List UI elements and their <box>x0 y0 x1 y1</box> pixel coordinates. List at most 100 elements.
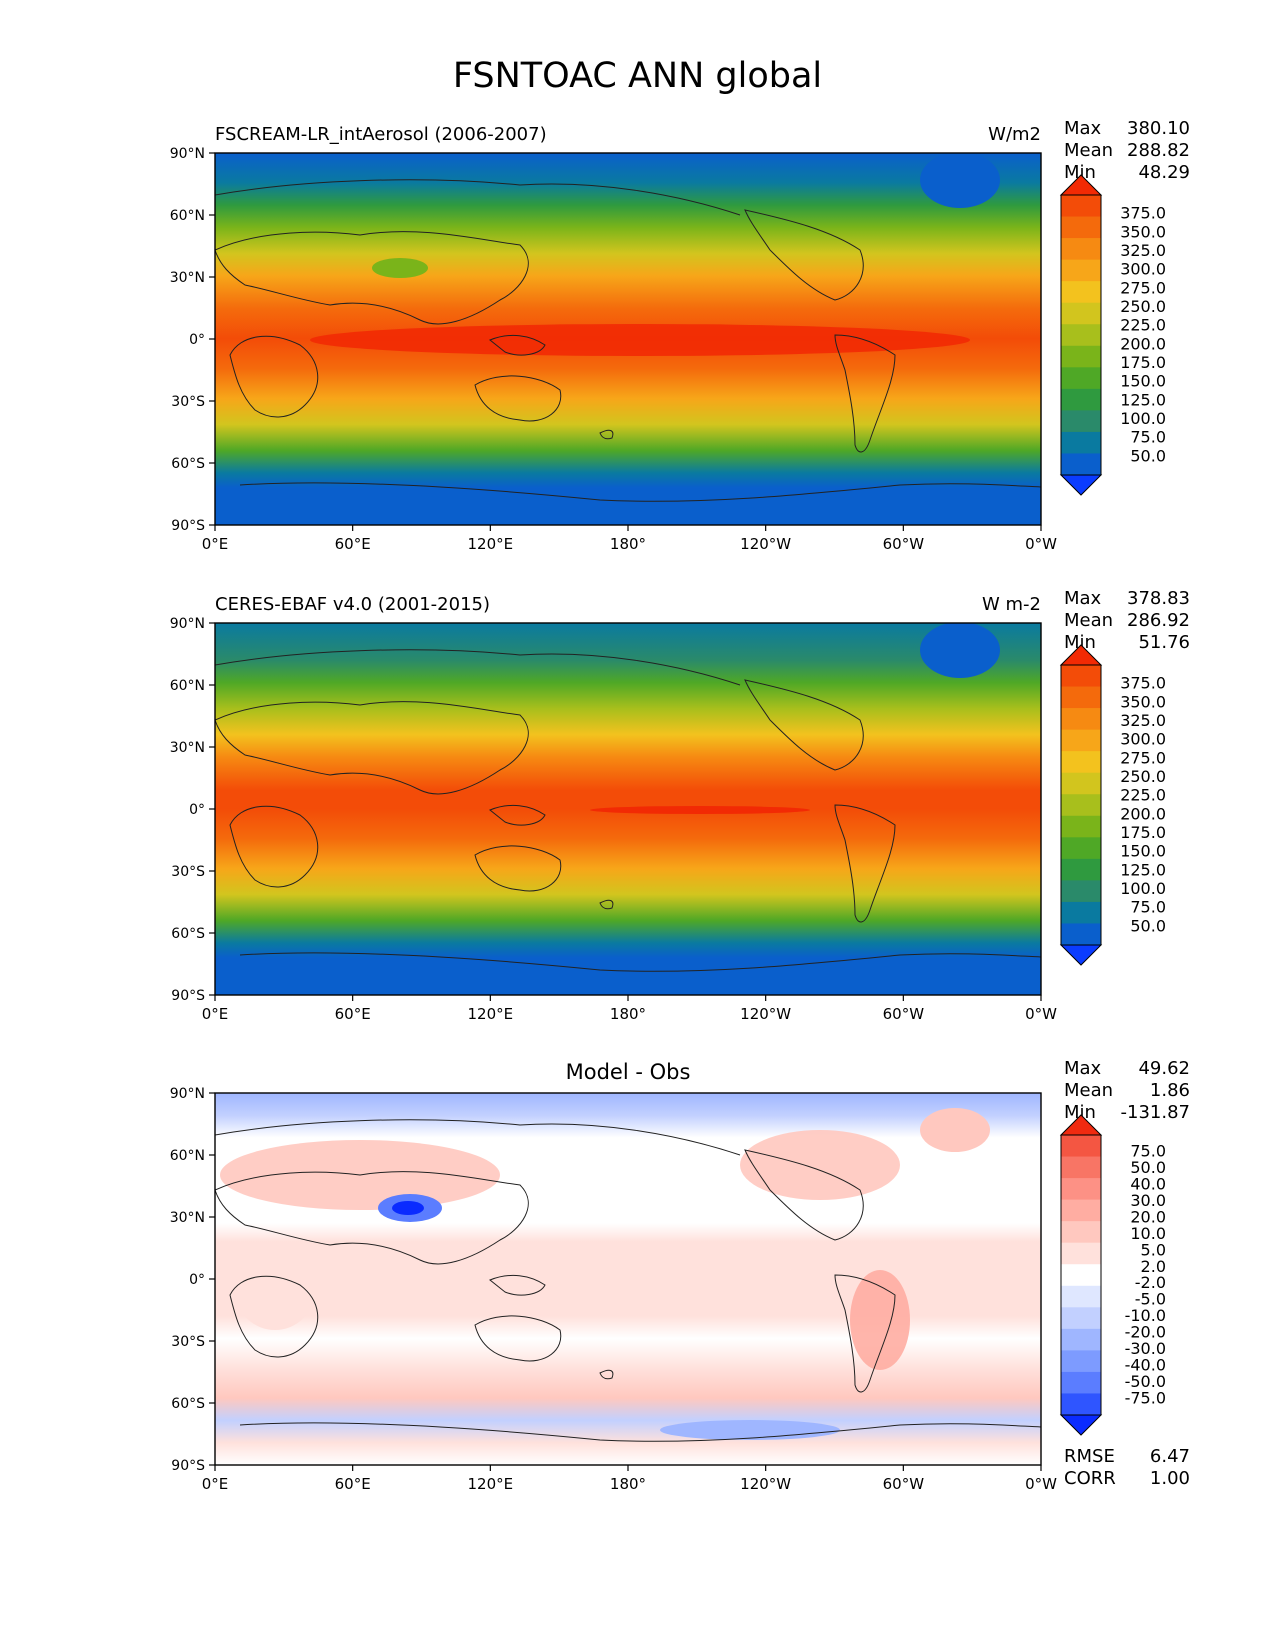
colorbar-label: -40.0 <box>1125 1356 1166 1375</box>
x-tick-label: 0°E <box>202 1475 229 1493</box>
y-tick-label: 90°N <box>170 1086 205 1102</box>
coastlines <box>215 1119 1041 1442</box>
x-tick-label: 0°W <box>1025 1475 1057 1493</box>
stat-max-value: 378.83 <box>1127 588 1190 609</box>
colorbar-label: 250.0 <box>1120 297 1166 316</box>
y-tick-label: 30°N <box>170 740 205 756</box>
x-tick-label: 60°W <box>883 1005 925 1023</box>
tropical-band <box>310 324 970 356</box>
colorbar-label: -10.0 <box>1125 1306 1166 1325</box>
colorbar-label: 50.0 <box>1130 446 1166 465</box>
colorbar-segment <box>1061 281 1101 304</box>
stat-rmse-label: RMSE <box>1064 1446 1115 1467</box>
stat-mean-label: Mean <box>1064 140 1114 161</box>
tibet-region <box>372 258 428 278</box>
y-tick-label: 90°N <box>170 616 205 632</box>
x-tick-label: 0°W <box>1025 1005 1057 1023</box>
panel-1-stats: Max 380.10 Mean 288.82 Min 48.29 <box>1064 118 1190 184</box>
y-tick-label: 30°N <box>170 270 205 286</box>
colorbar-label: 20.0 <box>1130 1207 1166 1226</box>
colorbar-extend-max <box>1059 1114 1103 1136</box>
colorbar-label: -30.0 <box>1125 1339 1166 1358</box>
colorbar-label: 350.0 <box>1120 222 1166 241</box>
colorbar-label: 200.0 <box>1120 804 1166 823</box>
colorbar-segment <box>1061 815 1101 838</box>
north-america-positive-region <box>740 1130 900 1200</box>
colorbar-segment <box>1061 238 1101 261</box>
colorbar-label: -5.0 <box>1135 1290 1166 1309</box>
colorbar-segment <box>1061 837 1101 860</box>
colorbar-segment <box>1061 302 1101 325</box>
southern-ocean-negative-region <box>660 1420 840 1440</box>
colorbar-extend-max <box>1059 644 1103 666</box>
colorbar-segment <box>1061 1307 1101 1330</box>
colorbar-segment <box>1061 1242 1101 1265</box>
colorbar-label: 225.0 <box>1120 316 1166 335</box>
colorbar-segment <box>1061 431 1101 454</box>
x-tick-label: 120°W <box>740 1005 791 1023</box>
colorbar-segment <box>1061 1328 1101 1351</box>
colorbar-segment <box>1061 729 1101 752</box>
colorbar-segment <box>1061 1371 1101 1394</box>
colorbar-label: 10.0 <box>1130 1224 1166 1243</box>
x-tick-label: 180° <box>610 1475 646 1493</box>
coastlines <box>215 649 1041 972</box>
colorbar-label: 2.0 <box>1141 1257 1166 1276</box>
stat-min-value: 51.76 <box>1138 632 1190 653</box>
stat-mean-value: 288.82 <box>1127 140 1190 161</box>
x-tick-label: 120°E <box>468 535 514 553</box>
colorbar-frame <box>1060 664 1102 946</box>
y-tick-label: 60°N <box>170 678 205 694</box>
panel-3-map: 90°N 60°N 30°N 0° 30°S 60°S 90°S 0°E 60°E 120°E 1… <box>170 1086 1166 1493</box>
colorbar-label: -50.0 <box>1125 1372 1166 1391</box>
y-tick-label: 30°S <box>171 864 205 880</box>
y-tick-label: 30°S <box>171 1334 205 1350</box>
stat-mean-label: Mean <box>1064 610 1114 631</box>
greenland-positive-region <box>920 1108 990 1152</box>
colorbar-segment <box>1061 1156 1101 1179</box>
colorbar-segment <box>1061 345 1101 368</box>
panel-2-x-ticks: 0°E 60°E 120°E 180° 120°W 60°W 0°W <box>202 995 1057 1023</box>
y-tick-label: 30°S <box>171 394 205 410</box>
colorbar-segment <box>1061 195 1101 218</box>
x-tick-label: 60°E <box>335 535 371 553</box>
y-tick-label: 60°N <box>170 208 205 224</box>
stat-min-label: Min <box>1064 162 1096 183</box>
stat-min-value: 48.29 <box>1138 162 1190 183</box>
panel-1-units: W/m2 <box>988 124 1041 145</box>
colorbar-segment <box>1061 901 1101 924</box>
colorbar-label: 300.0 <box>1120 260 1166 279</box>
colorbar-extend-max <box>1059 174 1103 196</box>
colorbar-label: 125.0 <box>1120 860 1166 879</box>
stat-mean-value: 1.86 <box>1149 1080 1190 1101</box>
colorbar-label: 50.0 <box>1130 1158 1166 1177</box>
panel-2-y-ticks: 90°N 60°N 30°N 0° 30°S 60°S 90°S <box>170 616 215 1004</box>
panel-3-stats: Max 49.62 Mean 1.86 Min -131.87 <box>1064 1058 1190 1124</box>
south-america-positive-region <box>850 1270 910 1370</box>
y-tick-label: 90°S <box>171 518 205 534</box>
y-tick-label: 60°N <box>170 1148 205 1164</box>
x-tick-label: 180° <box>610 1005 646 1023</box>
colorbar-segment <box>1061 1393 1101 1416</box>
colorbar-segment <box>1061 1135 1101 1158</box>
colorbar-segment <box>1061 453 1101 476</box>
x-tick-label: 120°E <box>468 1005 514 1023</box>
colorbar-label: 175.0 <box>1120 823 1166 842</box>
y-tick-label: 60°S <box>171 926 205 942</box>
colorbar-label: 325.0 <box>1120 711 1166 730</box>
y-tick-label: 0° <box>189 1272 205 1288</box>
colorbar-segment <box>1061 324 1101 347</box>
colorbar-label: 40.0 <box>1130 1174 1166 1193</box>
colorbar-segment <box>1061 1264 1101 1287</box>
colorbar-label: 275.0 <box>1120 748 1166 767</box>
colorbar-label: -75.0 <box>1125 1389 1166 1408</box>
colorbar-segment <box>1061 1221 1101 1244</box>
stat-min-value: -131.87 <box>1120 1102 1190 1123</box>
x-tick-label: 120°E <box>468 1475 514 1493</box>
colorbar-label: 200.0 <box>1120 334 1166 353</box>
colorbar-label: 250.0 <box>1120 767 1166 786</box>
x-tick-label: 120°W <box>740 535 791 553</box>
y-tick-label: 60°S <box>171 456 205 472</box>
greenland-region <box>920 153 1000 208</box>
colorbar-label: 30.0 <box>1130 1191 1166 1210</box>
